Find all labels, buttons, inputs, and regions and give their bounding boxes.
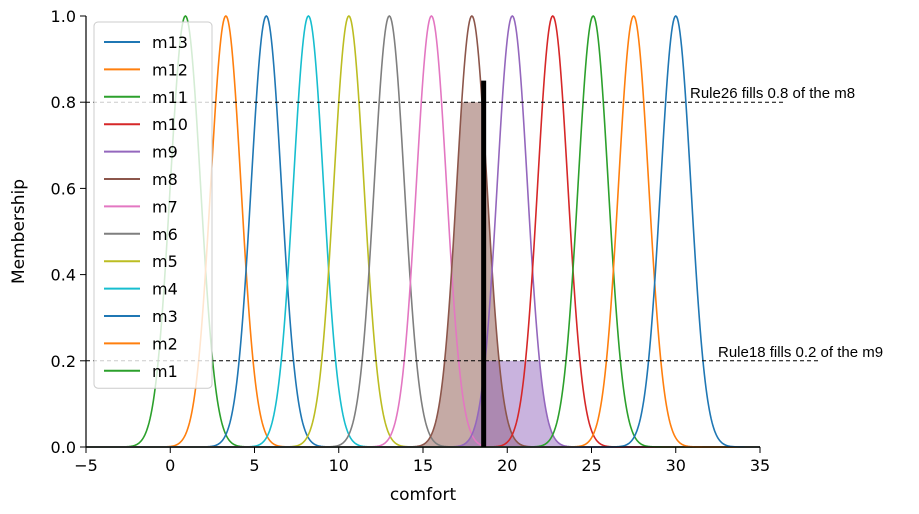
legend-label-m9: m9 — [152, 143, 178, 162]
annotation-0: Rule26 fills 0.8 of the m8 — [690, 85, 855, 102]
legend-label-m6: m6 — [152, 225, 178, 244]
y-tick-label: 0.0 — [51, 438, 76, 457]
legend-label-m12: m12 — [152, 60, 188, 79]
y-tick-label: 0.8 — [51, 93, 76, 112]
legend-label-m1: m1 — [152, 362, 178, 381]
y-tick-label: 1.0 — [51, 7, 76, 26]
legend-label-m7: m7 — [152, 197, 178, 216]
annotation-1: Rule18 fills 0.2 of the m9 — [718, 344, 883, 361]
filled-region-m8 — [408, 102, 536, 447]
legend-label-m11: m11 — [152, 88, 188, 107]
x-tick-label: 10 — [329, 456, 349, 475]
y-tick-label: 0.4 — [51, 266, 76, 285]
legend-label-m10: m10 — [152, 115, 188, 134]
x-tick-label: 30 — [666, 456, 686, 475]
legend-label-m4: m4 — [152, 280, 178, 299]
x-tick-label: 0 — [165, 456, 175, 475]
x-tick-label: 35 — [750, 456, 770, 475]
x-tick-label: −5 — [74, 456, 98, 475]
y-axis-title: Membership — [9, 179, 29, 284]
legend-label-m3: m3 — [152, 307, 178, 326]
x-tick-label: 20 — [497, 456, 517, 475]
legend-label-m2: m2 — [152, 334, 178, 353]
legend-label-m5: m5 — [152, 252, 178, 271]
x-tick-label: 25 — [581, 456, 601, 475]
y-tick-label: 0.2 — [51, 352, 76, 371]
x-axis-title: comfort — [390, 485, 457, 505]
x-tick-label: 15 — [413, 456, 433, 475]
x-tick-label: 5 — [249, 456, 259, 475]
legend-label-m8: m8 — [152, 170, 178, 189]
y-tick-label: 0.6 — [51, 179, 76, 198]
filled-region-m9 — [448, 360, 576, 447]
legend-box — [93, 21, 213, 389]
legend-label-m13: m13 — [152, 33, 188, 52]
